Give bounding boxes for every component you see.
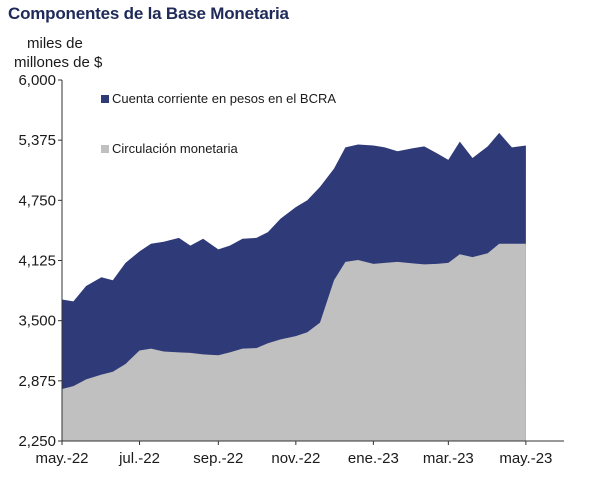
x-tick-label: sep.-22 <box>193 450 243 467</box>
y-tick-label: 4,125 <box>18 253 56 270</box>
y-axis-label: miles de millones de $ <box>14 35 103 71</box>
x-tick-label: jul.-22 <box>118 450 160 467</box>
y-axis-label-line: millones de $ <box>14 54 103 71</box>
y-tick-label: 2,250 <box>18 433 56 450</box>
y-tick-label: 5,375 <box>18 132 56 149</box>
y-tick-label: 6,000 <box>18 72 56 89</box>
legend: Cuenta corriente en pesos en el BCRA Circ… <box>101 91 336 156</box>
x-tick-label: may.-22 <box>35 450 88 467</box>
legend-label: Circulación monetaria <box>112 141 238 156</box>
legend-swatch <box>101 95 109 103</box>
y-tick-label: 4,750 <box>18 192 56 209</box>
x-tick-label: ene.-23 <box>348 450 399 467</box>
plot-areas <box>62 132 526 441</box>
area-circulacion-monetaria <box>62 243 526 441</box>
y-ticks: 6,000 5,375 4,750 4,125 3,500 2,875 2,250 <box>18 72 62 450</box>
legend-swatch <box>101 145 109 153</box>
y-axis-label-line: miles de <box>27 35 83 52</box>
legend-label: Cuenta corriente en pesos en el BCRA <box>112 91 336 106</box>
x-tick-label: mar.-23 <box>423 450 474 467</box>
y-tick-label: 3,500 <box>18 313 56 330</box>
y-tick-label: 2,875 <box>18 373 56 390</box>
x-ticks: may.-22 jul.-22 sep.-22 nov.-22 ene.-23 mar.-… <box>35 441 552 467</box>
chart-title: Componentes de la Base Monetaria <box>8 4 289 23</box>
x-tick-label: nov.-22 <box>271 450 320 467</box>
x-tick-label: may.-23 <box>499 450 552 467</box>
